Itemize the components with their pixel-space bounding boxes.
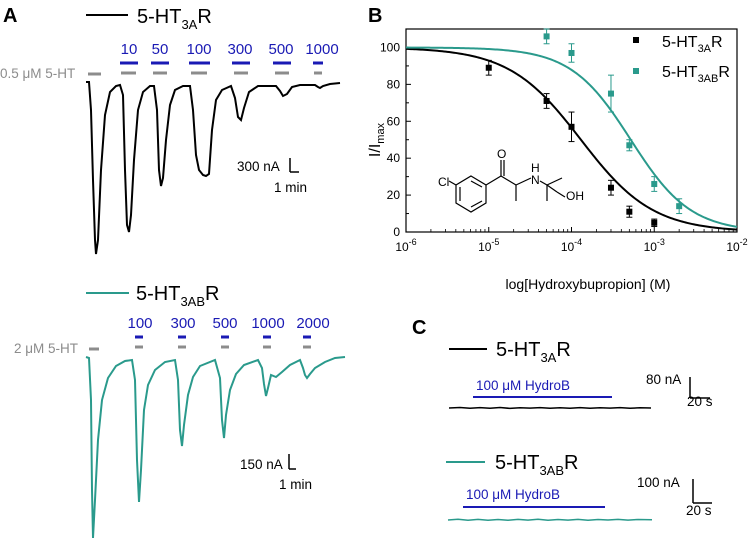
conc-label: 2000 (296, 315, 329, 332)
panel-c-top-scale: 80 nA 20 s (646, 372, 713, 409)
y-tick-label: 0 (393, 225, 400, 239)
panel-c-bottom-scale: 100 nA 20 s (637, 475, 712, 518)
bond (448, 180, 457, 186)
y-tick-label: 20 (387, 188, 401, 202)
panel-a-top-legend: 5-HT3AR (86, 6, 212, 32)
trace-5ht3ab (85, 356, 346, 539)
y-tick-label: 100 (380, 40, 400, 54)
conc-label: 1000 (251, 315, 284, 332)
hydrogen-label: H (531, 161, 540, 175)
panel-c: C 5-HT3AR 100 μM HydroB 80 nA 20 s 5-HT3… (412, 317, 713, 522)
scale-time-label: 20 s (687, 394, 713, 409)
y-tick-label: 40 (387, 151, 401, 165)
chart-b-legend: 5-HT3AR 5-HT3ABR (633, 34, 730, 85)
x-tick-label: 10-4 (561, 237, 582, 254)
bond (546, 177, 563, 186)
data-point (543, 33, 550, 40)
drug-label: 100 μM HydroB (476, 378, 570, 393)
x-tick-label: 10-3 (644, 237, 665, 254)
scale-current-label: 300 nA (237, 159, 280, 174)
legend-marker-5ht3a (633, 37, 639, 43)
panel-c-top-legend: 5-HT3AR (449, 339, 571, 365)
chlorine-label: Cl (438, 175, 449, 189)
panel-a-bottom-legend: 5-HT3ABR (86, 283, 219, 309)
scale-time-label: 1 min (274, 180, 307, 195)
legend-text: 5-HT3ABR (136, 283, 219, 309)
panel-b-label: B (368, 5, 382, 27)
panel-a: A 5-HT3AR 0.5 μM 5-HT 10 50 100 300 500 (0, 5, 346, 539)
x-tick-label: 10-6 (395, 237, 416, 254)
legend-text: 5-HT3AR (496, 339, 571, 365)
conc-label: 300 (170, 315, 195, 332)
drug-label: 100 μM HydroB (466, 487, 560, 502)
conc-label: 100 (127, 315, 152, 332)
scale-current-label: 100 nA (637, 475, 680, 490)
hydroxybupropion-structure (448, 160, 566, 213)
panel-b: B I/Imax 0 20 40 60 80 100 10-6 10-5 10-4 10-3 10-… (367, 5, 748, 292)
dose-response-chart: 0 20 40 60 80 100 10-6 10-5 10-4 10-3 10-2 (380, 28, 748, 254)
oxygen-label: O (497, 147, 506, 161)
conc-label: 10 (121, 41, 138, 58)
structure-labels: Cl O N H OH (438, 147, 584, 203)
x-tick-label: 10-5 (478, 237, 499, 254)
panel-a-top-scale: 300 nA 1 min (237, 158, 307, 195)
trace-5ht3ab-hydrob (447, 518, 653, 522)
x-axis-label: log[Hydroxybupropion] (M) (506, 276, 671, 292)
panel-a-bottom-control-label: 2 μM 5-HT (14, 341, 78, 356)
panel-a-label: A (3, 5, 17, 27)
data-point (607, 184, 614, 191)
data-point (568, 49, 575, 56)
y-tick-label: 60 (387, 114, 401, 128)
data-point (485, 64, 492, 71)
conc-label: 1000 (305, 41, 338, 58)
ring-inner-bond (470, 180, 483, 188)
panel-a-top-control-label: 0.5 μM 5-HT (0, 66, 75, 81)
bond (515, 177, 532, 186)
data-point (607, 90, 614, 97)
conc-label: 300 (227, 41, 252, 58)
y-axis-label: I/Imax (367, 122, 387, 157)
data-point (626, 142, 633, 149)
legend-text: 5-HT3AR (137, 6, 212, 32)
panel-a-bottom-scale: 150 nA 1 min (240, 454, 312, 492)
panel-c-bottom-legend: 5-HT3ABR (446, 452, 578, 478)
scale-time-label: 1 min (279, 477, 312, 492)
panel-a-top-concentrations: 10 50 100 300 500 1000 (120, 41, 339, 75)
data-point (651, 219, 658, 226)
scale-current-label: 80 nA (646, 372, 681, 387)
trace-5ht3a (86, 81, 341, 255)
data-point (568, 123, 575, 130)
data-point (676, 203, 683, 210)
conc-label: 500 (268, 41, 293, 58)
panel-c-label: C (412, 317, 426, 339)
legend-label-5ht3ab: 5-HT3ABR (662, 64, 730, 85)
conc-label: 50 (152, 41, 169, 58)
ring-inner-bond (470, 200, 483, 208)
bond (556, 191, 566, 198)
scale-time-label: 20 s (686, 503, 712, 518)
bond (485, 175, 502, 186)
conc-label: 500 (212, 315, 237, 332)
conc-label: 100 (186, 41, 211, 58)
legend-marker-5ht3ab (633, 68, 639, 74)
trace-5ht3a-hydrob (448, 406, 652, 410)
bond (546, 184, 558, 193)
data-point (543, 97, 550, 104)
legend-text: 5-HT3ABR (495, 452, 578, 478)
nitrogen-label: N (531, 173, 540, 187)
panel-a-bottom-concentrations: 100 300 500 1000 2000 (127, 315, 330, 349)
scale-current-label: 150 nA (240, 457, 283, 472)
bond (500, 175, 517, 186)
data-point (626, 208, 633, 215)
x-tick-label: 10-2 (726, 237, 747, 254)
legend-label-5ht3a: 5-HT3AR (662, 34, 723, 55)
data-point (651, 181, 658, 188)
hydroxyl-label: OH (566, 189, 584, 203)
y-tick-label: 80 (387, 77, 401, 91)
bond (539, 180, 548, 186)
